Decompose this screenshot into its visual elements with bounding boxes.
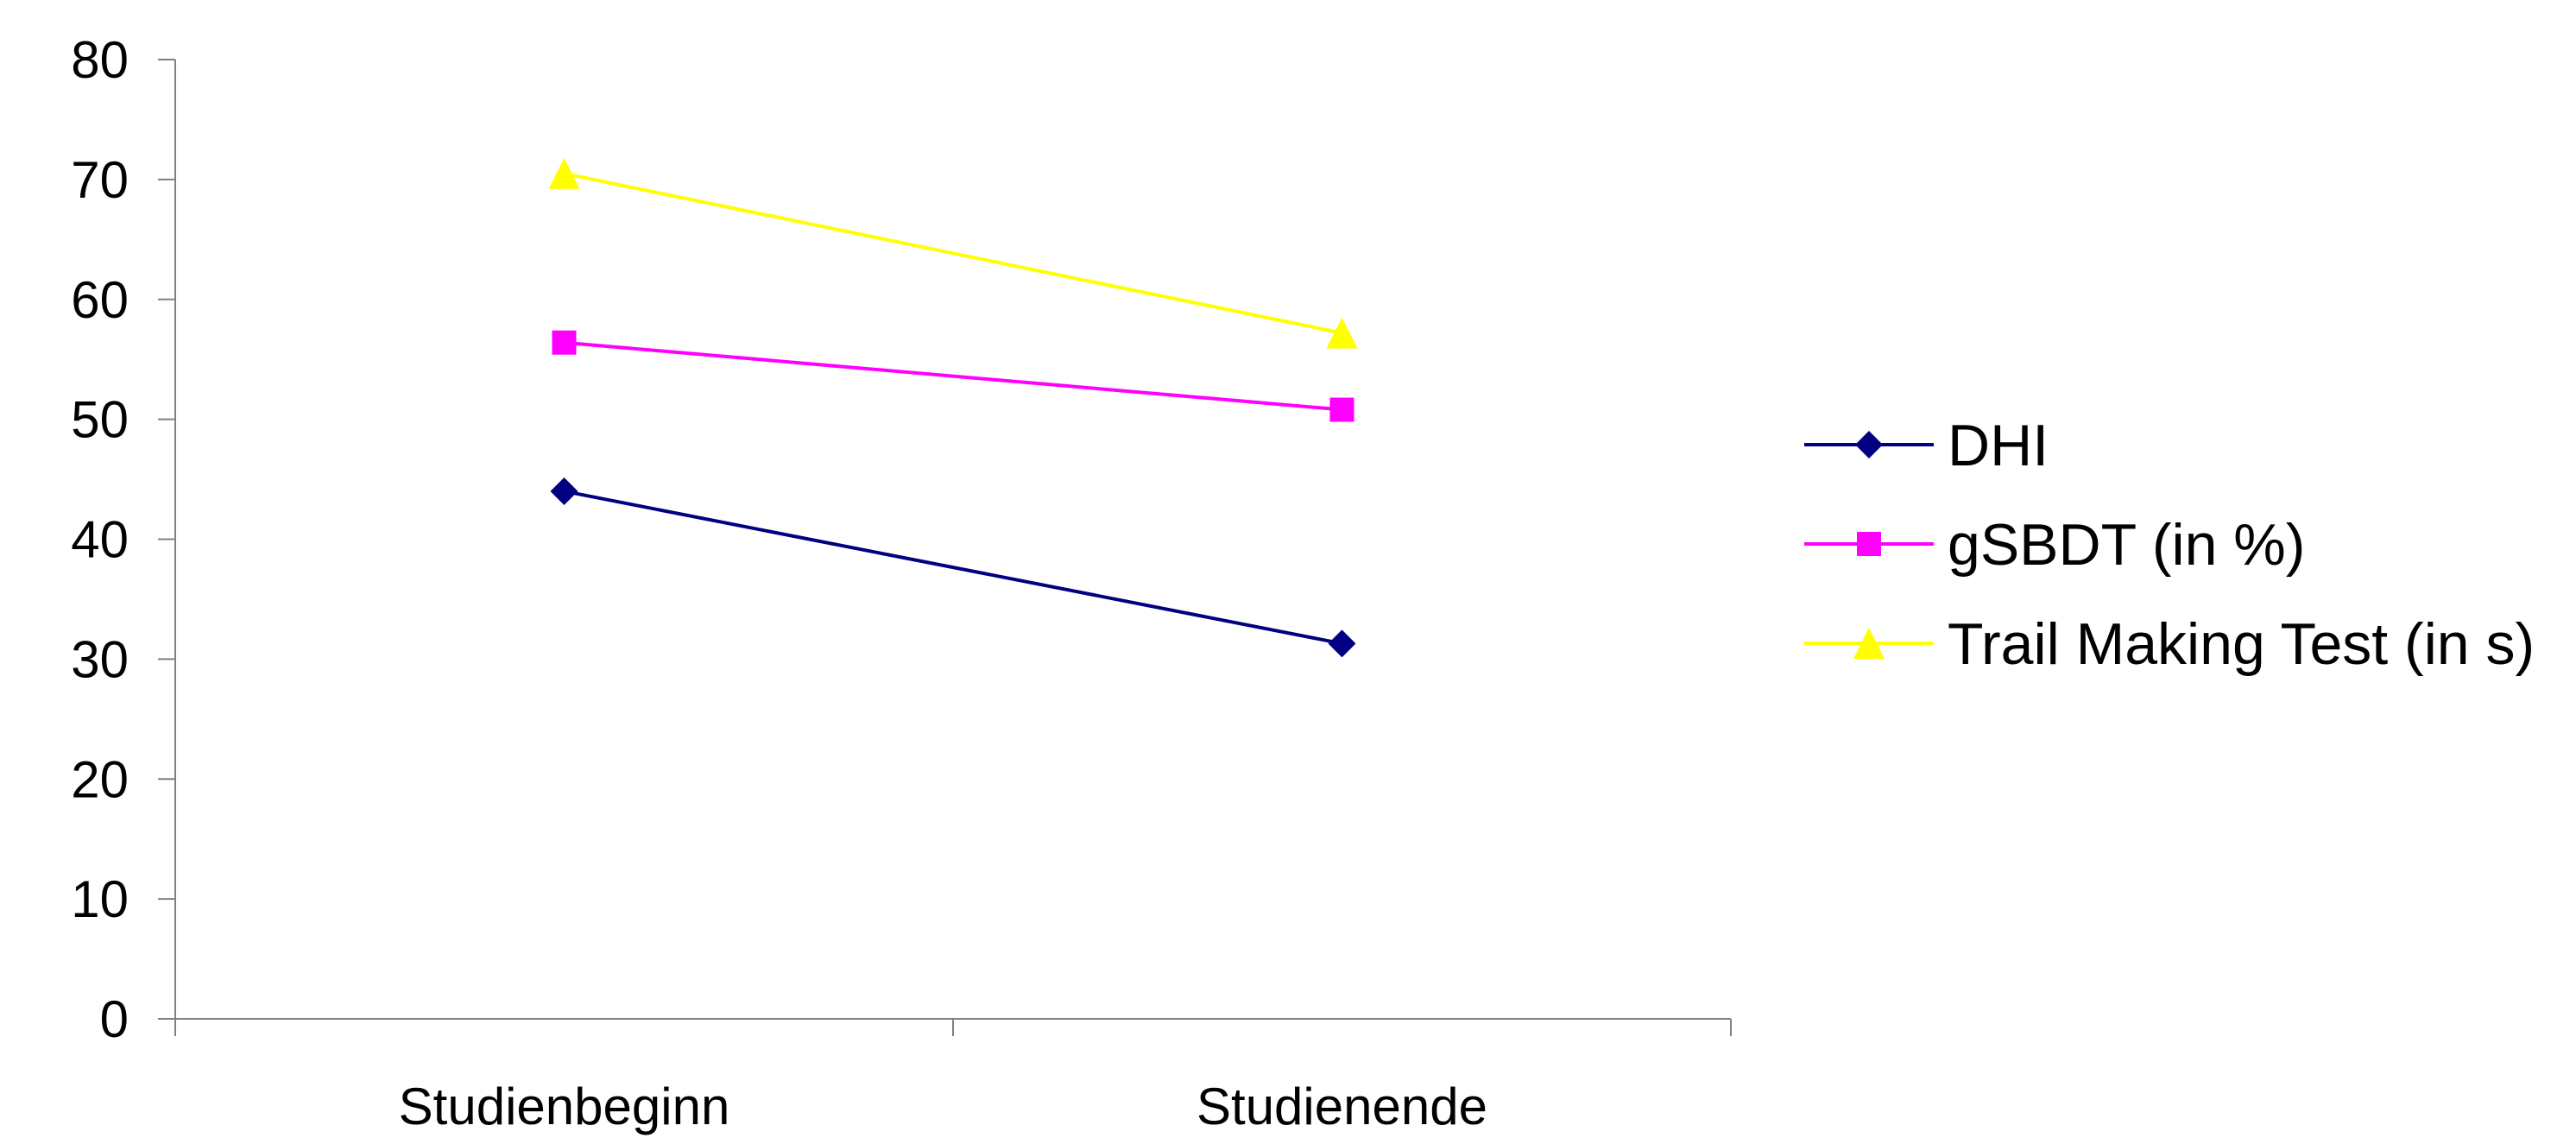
legend-label: Trail Making Test (in s)	[1948, 611, 2535, 677]
y-tick-label: 0	[100, 990, 129, 1048]
y-tick-label: 50	[71, 391, 129, 449]
x-tick-label: Studienende	[1196, 1078, 1487, 1135]
data-point	[1329, 397, 1354, 422]
legend-item: gSBDT (in %)	[1804, 512, 2305, 578]
y-tick-label: 30	[71, 630, 129, 688]
data-point	[552, 330, 577, 355]
series-line	[564, 489, 1342, 646]
data-point	[1328, 629, 1356, 658]
y-tick-label: 70	[71, 151, 129, 209]
series-line	[564, 171, 1342, 335]
series-layer	[548, 157, 1358, 658]
series-0	[550, 477, 1356, 658]
y-tick-label: 10	[71, 870, 129, 928]
y-tick-label: 20	[71, 750, 129, 808]
data-point	[1326, 317, 1358, 349]
y-tick-label: 60	[71, 271, 129, 329]
series-line	[564, 340, 1342, 412]
y-tick-label: 80	[71, 31, 129, 89]
legend-marker	[1855, 431, 1883, 458]
legend-marker	[1857, 532, 1881, 556]
legend-item: Trail Making Test (in s)	[1804, 611, 2535, 677]
legend-item: DHI	[1804, 413, 2049, 478]
legend-marker	[1853, 628, 1885, 659]
series-2	[548, 157, 1358, 349]
legend-label: DHI	[1948, 413, 2049, 478]
data-point	[548, 157, 580, 189]
legend: DHI gSBDT (in %) Trail Making Test (in s)	[1804, 413, 2535, 677]
x-tick-label: Studienbeginn	[399, 1078, 730, 1135]
y-tick-label: 40	[71, 511, 129, 569]
data-point	[550, 477, 578, 505]
series-1	[552, 330, 1354, 422]
axes: 0 10 20 30 40 50 60 70 80 Studienbeginn Studienend…	[71, 31, 1732, 1135]
legend-label: gSBDT (in %)	[1948, 512, 2305, 578]
